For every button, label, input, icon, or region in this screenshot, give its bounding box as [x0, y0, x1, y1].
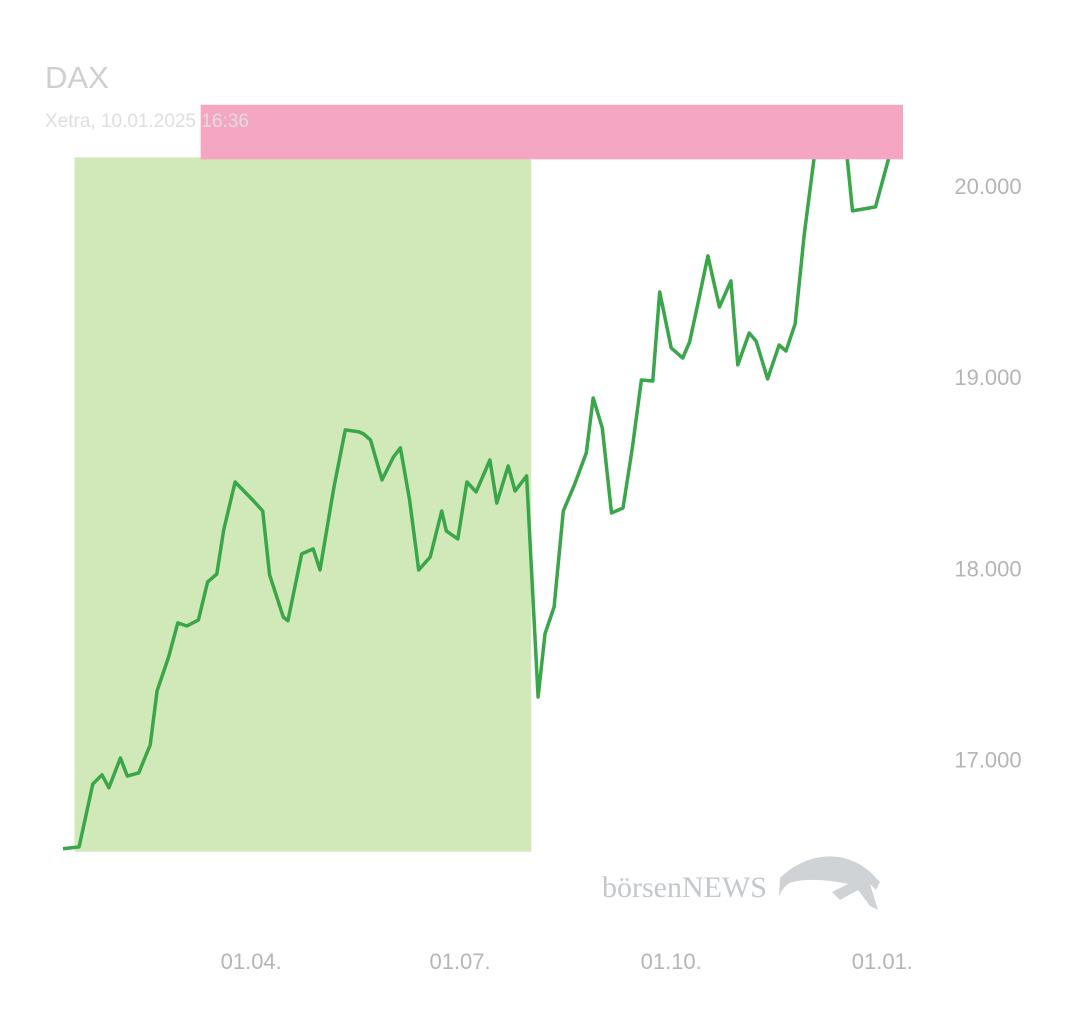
x-tick-label: 01.01.: [852, 949, 913, 974]
plot: [62, 104, 903, 851]
x-tick-label: 01.04.: [221, 949, 282, 974]
x-tick-label: 01.07.: [429, 949, 490, 974]
y-tick-label: 20.000: [954, 174, 1021, 199]
y-tick-label: 17.000: [954, 748, 1021, 773]
price-line: [62, 107, 902, 851]
y-tick-label: 18.000: [954, 556, 1021, 581]
x-tick-label: 01.10.: [641, 949, 702, 974]
watermark: börsenNEWS: [602, 871, 767, 904]
chart-subtitle: Xetra, 10.01.2025 16:36: [45, 111, 249, 132]
y-tick-label: 19.000: [954, 365, 1021, 390]
chart-title: DAX: [45, 60, 109, 95]
highlight-band: [200, 104, 903, 160]
bull-logo: [779, 856, 880, 910]
